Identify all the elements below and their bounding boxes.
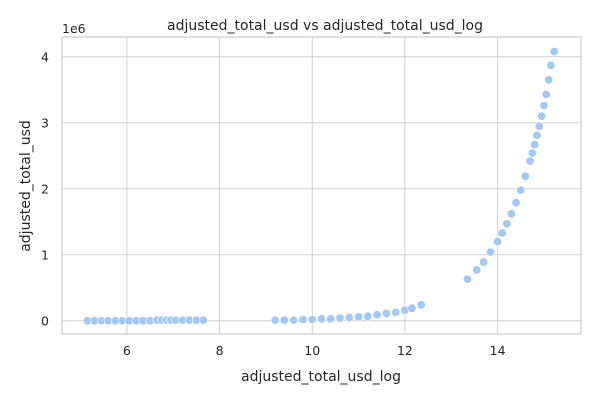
scatter-point: [472, 265, 482, 275]
scatter-point: [335, 313, 345, 323]
scatter-point: [506, 209, 516, 219]
y-axis-label: adjusted_total_usd: [18, 120, 34, 252]
plot-frame: [61, 36, 582, 335]
y-tick-label: 0: [41, 313, 49, 328]
x-axis-label: adjusted_total_usd_log: [241, 369, 401, 385]
y-tick-label: 1: [41, 247, 49, 262]
scatter-point: [537, 111, 547, 121]
scatter-point: [462, 274, 472, 284]
scatter-point: [279, 315, 289, 325]
scatter-point: [520, 171, 530, 181]
scatter-point: [493, 237, 503, 247]
scatter-point: [534, 121, 544, 131]
scatter-point: [502, 219, 512, 229]
scatter-point: [372, 310, 382, 320]
scatter-point: [511, 198, 521, 208]
data-points: [82, 47, 559, 326]
scatter-point: [546, 60, 556, 70]
chart-title: adjusted_total_usd vs adjusted_total_usd…: [167, 18, 483, 34]
scatter-point: [316, 314, 326, 324]
scatter-point: [289, 315, 299, 325]
scatter-point: [298, 314, 308, 324]
scatter-point: [525, 156, 535, 166]
y-tick-label: 4: [41, 49, 49, 64]
scatter-point: [307, 314, 317, 324]
scatter-point: [549, 47, 559, 57]
scatter-point: [354, 312, 364, 322]
scatter-point: [539, 101, 549, 111]
scatter-point: [479, 257, 489, 267]
scatter-point: [532, 130, 542, 140]
scatter-point: [527, 148, 537, 158]
y-tick-label: 3: [41, 115, 49, 130]
scatter-point: [407, 303, 417, 313]
x-tick-label: 10: [304, 343, 320, 358]
scatter-point: [516, 185, 526, 195]
scatter-point: [544, 75, 554, 85]
scatter-point: [326, 314, 336, 324]
y-tick-label: 2: [41, 181, 49, 196]
scatter-point: [530, 140, 540, 150]
scatter-point: [270, 315, 280, 325]
scatter-point: [363, 311, 373, 321]
x-tick-label: 6: [123, 343, 131, 358]
scatter-point: [344, 312, 354, 322]
scatter-point: [541, 89, 551, 99]
y-axis-offset-label: 1e6: [62, 21, 86, 36]
scatter-point: [381, 309, 391, 319]
scatter-point: [391, 307, 401, 317]
x-tick-label: 8: [216, 343, 224, 358]
x-tick-label: 14: [490, 343, 506, 358]
scatter-point: [486, 247, 496, 257]
x-tick-label: 12: [397, 343, 413, 358]
scatter-point: [497, 228, 507, 238]
scatter-point: [198, 315, 208, 325]
scatter-point: [416, 300, 426, 310]
grid: [62, 37, 581, 334]
